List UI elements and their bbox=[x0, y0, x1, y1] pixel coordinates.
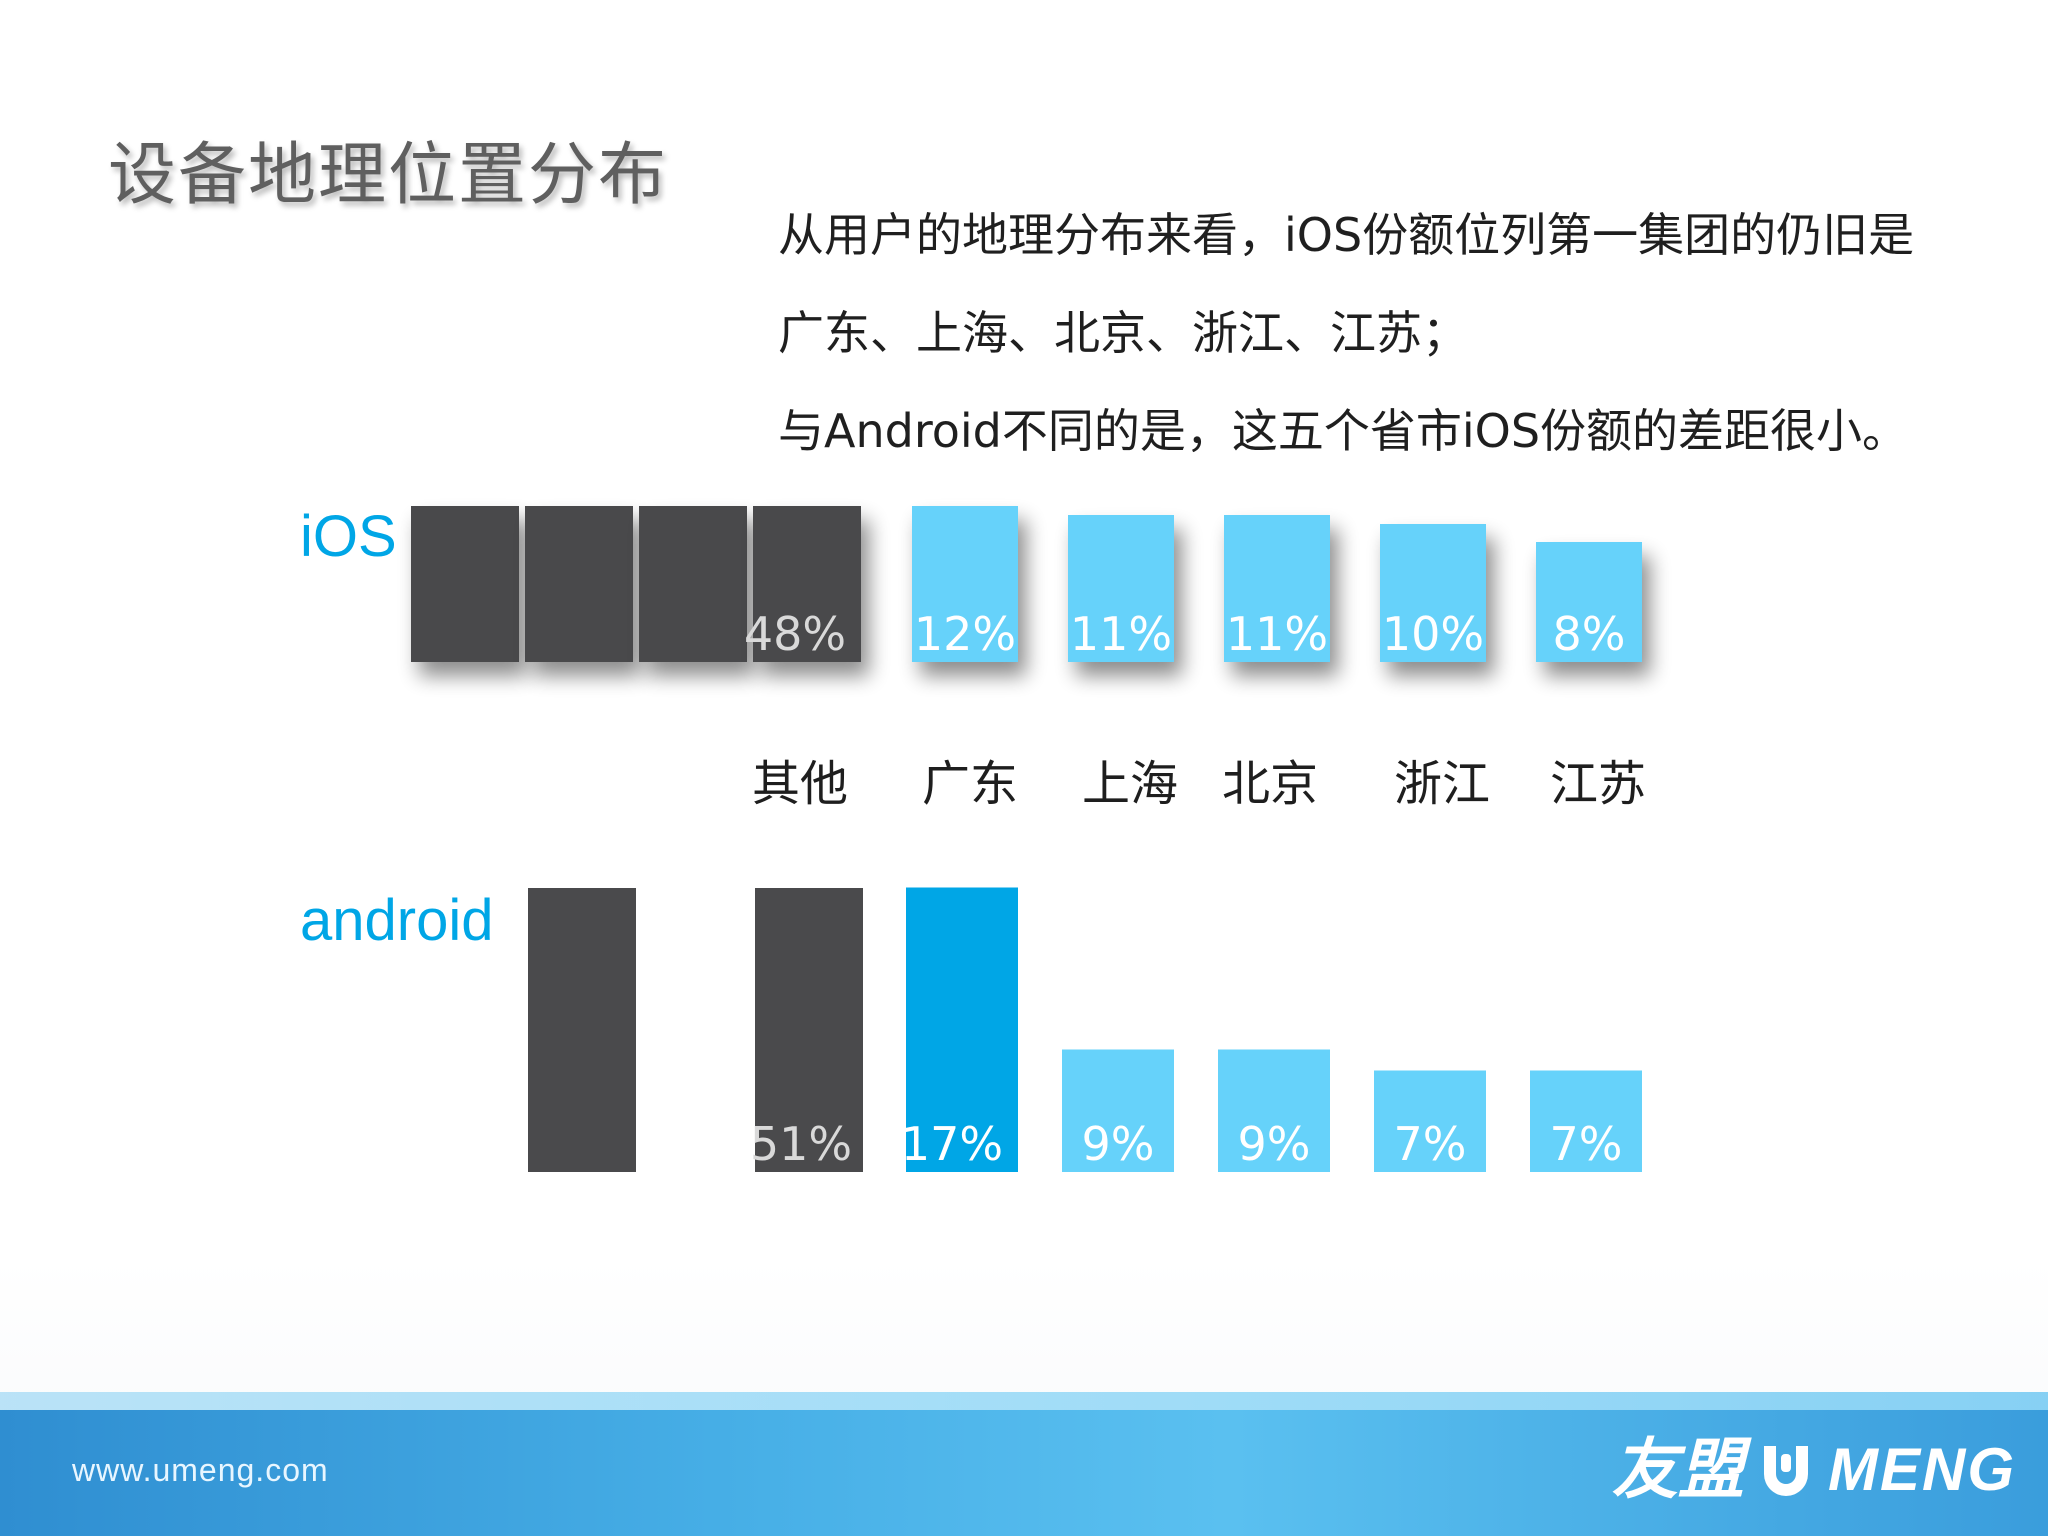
ios-bar-江苏 bbox=[1536, 542, 1642, 662]
ios-bar-other-segment bbox=[525, 506, 633, 662]
slide-title: 设备地理位置分布 bbox=[108, 136, 669, 215]
android-bar-上海 bbox=[1062, 1049, 1174, 1172]
android-bar-浙江 bbox=[1374, 1070, 1486, 1172]
ios-bar-上海 bbox=[1068, 515, 1174, 662]
android-value-label-other: 51% bbox=[750, 1117, 852, 1171]
category-label-guangdong: 广东 bbox=[922, 756, 1019, 812]
ios-bar-广东 bbox=[912, 506, 1018, 662]
android-value-label-北京: 9% bbox=[1238, 1117, 1311, 1171]
umeng-logo: 友盟 MENG bbox=[1612, 1430, 2016, 1510]
ios-bar-other-segment bbox=[639, 506, 747, 662]
footer-url: www.umeng.com bbox=[72, 1452, 329, 1488]
logo-english-text: MENG bbox=[1828, 1436, 2016, 1503]
ios-value-label-other: 48% bbox=[744, 607, 846, 661]
category-label-jiangsu: 江苏 bbox=[1550, 756, 1647, 812]
android-value-label-浙江: 7% bbox=[1394, 1117, 1467, 1171]
logo-chinese-text: 友盟 bbox=[1612, 1431, 1744, 1508]
android-value-label-江苏: 7% bbox=[1550, 1117, 1623, 1171]
category-label-shanghai: 上海 bbox=[1082, 756, 1179, 812]
ios-bar-other-segment bbox=[411, 506, 519, 662]
description-line-1: 从用户的地理分布来看，iOS份额位列第一集团的仍旧是 bbox=[778, 208, 1915, 262]
android-bar-other bbox=[755, 888, 863, 1172]
android-bar-广东 bbox=[906, 887, 1018, 1172]
description-line-3: 与Android不同的是，这五个省市iOS份额的差距很小。 bbox=[778, 404, 1909, 458]
description-line-2: 广东、上海、北京、浙江、江苏； bbox=[778, 306, 1468, 360]
ios-value-label-江苏: 8% bbox=[1553, 607, 1626, 661]
ios-value-label-浙江: 10% bbox=[1382, 607, 1484, 661]
ios-value-label-广东: 12% bbox=[914, 607, 1016, 661]
ios-series-label: iOS bbox=[300, 504, 397, 569]
category-label-other: 其他 bbox=[752, 756, 849, 812]
android-value-label-上海: 9% bbox=[1082, 1117, 1155, 1171]
android-value-label-广东: 17% bbox=[901, 1117, 1003, 1171]
ios-bar-other-segment bbox=[753, 506, 861, 662]
umeng-u-icon bbox=[1764, 1446, 1808, 1496]
ios-bar-北京 bbox=[1224, 515, 1330, 662]
android-series-label: android bbox=[300, 888, 494, 953]
ios-value-label-北京: 11% bbox=[1226, 607, 1328, 661]
footer-highlight bbox=[0, 1392, 2048, 1410]
ios-bars: 48% 12% 11% 11% 10% 8% bbox=[411, 506, 1642, 662]
android-bar-江苏 bbox=[1530, 1070, 1642, 1172]
category-label-zhejiang: 浙江 bbox=[1394, 756, 1491, 812]
ios-value-label-上海: 11% bbox=[1070, 607, 1172, 661]
ios-bar-浙江 bbox=[1380, 524, 1486, 662]
android-bars: 51% 17% 9% 9% 7% 7% bbox=[528, 887, 1642, 1172]
android-bar-北京 bbox=[1218, 1049, 1330, 1172]
footer-bar bbox=[0, 1392, 2048, 1536]
description: 从用户的地理分布来看，iOS份额位列第一集团的仍旧是 广东、上海、北京、浙江、江… bbox=[778, 186, 1998, 480]
category-label-beijing: 北京 bbox=[1222, 756, 1319, 812]
android-bar-other-segment bbox=[528, 888, 636, 1172]
